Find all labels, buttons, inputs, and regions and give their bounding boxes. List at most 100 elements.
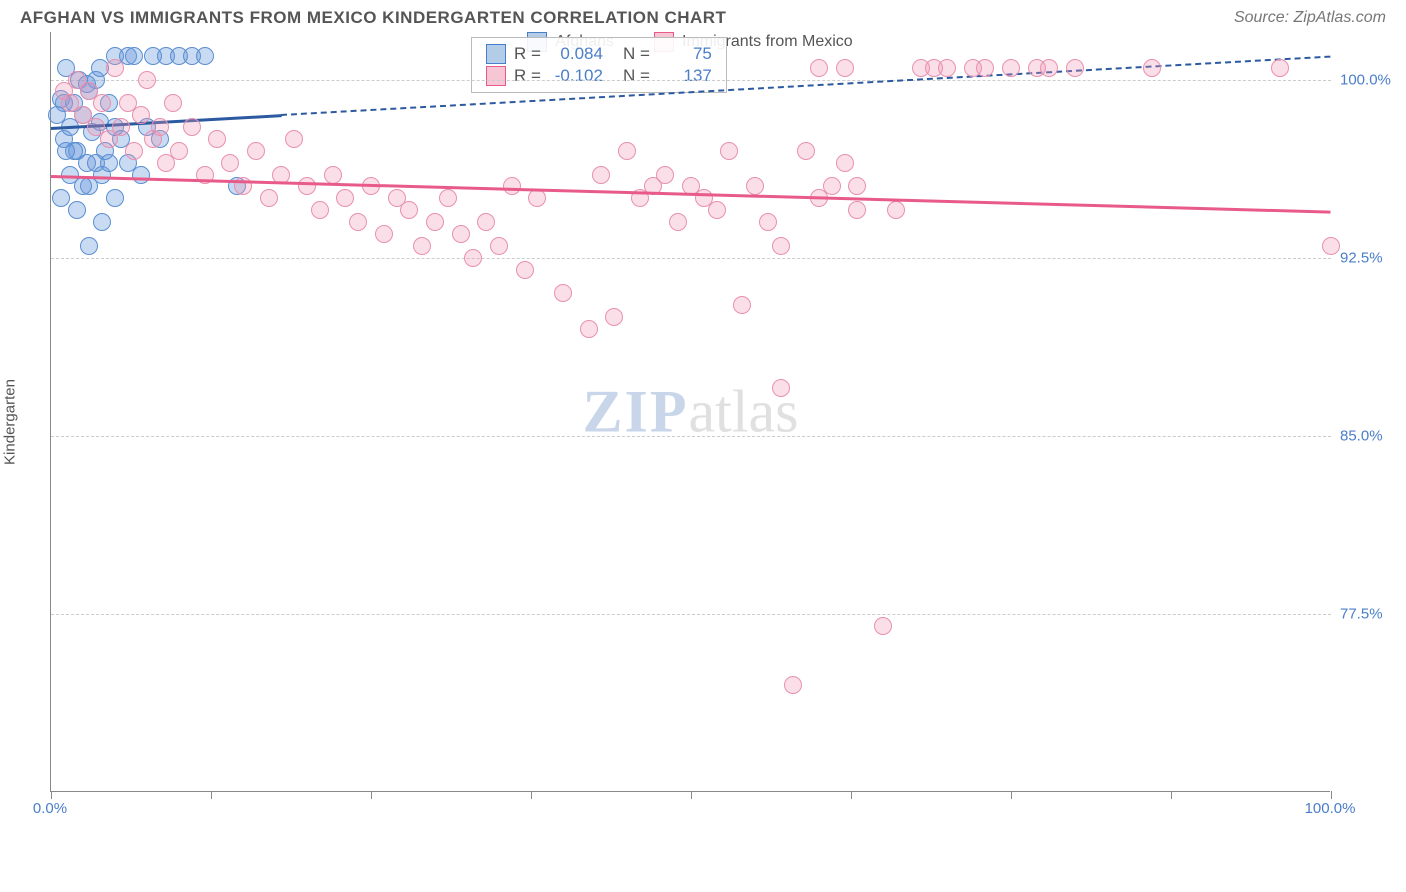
scatter-point	[720, 142, 738, 160]
scatter-point	[375, 225, 393, 243]
scatter-point	[503, 177, 521, 195]
scatter-point	[80, 237, 98, 255]
scatter-point	[554, 284, 572, 302]
scatter-point	[1040, 59, 1058, 77]
scatter-point	[810, 59, 828, 77]
stat-swatch	[486, 66, 506, 86]
scatter-point	[400, 201, 418, 219]
scatter-point	[170, 142, 188, 160]
y-tick-label: 85.0%	[1340, 427, 1383, 444]
scatter-point	[784, 676, 802, 694]
scatter-point	[836, 59, 854, 77]
scatter-point	[1271, 59, 1289, 77]
scatter-point	[528, 189, 546, 207]
scatter-point	[426, 213, 444, 231]
scatter-point	[106, 189, 124, 207]
x-tick	[1011, 791, 1012, 799]
scatter-point	[1002, 59, 1020, 77]
trend-line	[281, 56, 1331, 116]
scatter-point	[874, 617, 892, 635]
scatter-point	[260, 189, 278, 207]
stat-n-label: N =	[623, 44, 650, 64]
scatter-point	[464, 249, 482, 267]
scatter-point	[52, 189, 70, 207]
gridline	[51, 258, 1331, 259]
scatter-point	[938, 59, 956, 77]
scatter-point	[221, 154, 239, 172]
x-tick	[851, 791, 852, 799]
scatter-point	[848, 201, 866, 219]
scatter-point	[439, 189, 457, 207]
scatter-point	[1143, 59, 1161, 77]
scatter-point	[1322, 237, 1340, 255]
scatter-point	[605, 308, 623, 326]
scatter-point	[164, 94, 182, 112]
scatter-point	[477, 213, 495, 231]
scatter-point	[772, 379, 790, 397]
scatter-point	[452, 225, 470, 243]
x-tick-label: 0.0%	[33, 800, 67, 817]
scatter-point	[1066, 59, 1084, 77]
scatter-point	[336, 189, 354, 207]
scatter-point	[733, 296, 751, 314]
scatter-point	[125, 142, 143, 160]
gridline	[51, 614, 1331, 615]
chart-title: AFGHAN VS IMMIGRANTS FROM MEXICO KINDERG…	[20, 8, 726, 28]
stat-row: R =-0.102N =137	[486, 66, 712, 86]
scatter-point	[208, 130, 226, 148]
scatter-point	[106, 59, 124, 77]
scatter-point	[708, 201, 726, 219]
scatter-point	[618, 142, 636, 160]
scatter-point	[68, 201, 86, 219]
gridline	[51, 80, 1331, 81]
scatter-point	[797, 142, 815, 160]
y-tick-label: 100.0%	[1340, 71, 1391, 88]
x-tick	[371, 791, 372, 799]
scatter-point	[490, 237, 508, 255]
scatter-point	[349, 213, 367, 231]
scatter-point	[132, 166, 150, 184]
scatter-point	[759, 213, 777, 231]
stat-swatch	[486, 44, 506, 64]
scatter-point	[656, 166, 674, 184]
x-tick	[211, 791, 212, 799]
x-tick	[51, 791, 52, 799]
stat-r-label: R =	[514, 44, 541, 64]
stat-n-value: 75	[658, 44, 712, 64]
scatter-point	[746, 177, 764, 195]
scatter-point	[976, 59, 994, 77]
x-tick	[691, 791, 692, 799]
scatter-point	[887, 201, 905, 219]
scatter-point	[132, 106, 150, 124]
y-tick-label: 77.5%	[1340, 605, 1383, 622]
scatter-point	[247, 142, 265, 160]
scatter-point	[848, 177, 866, 195]
stat-n-label: N =	[623, 66, 650, 86]
scatter-point	[138, 71, 156, 89]
x-tick	[1171, 791, 1172, 799]
scatter-point	[196, 47, 214, 65]
stat-r-label: R =	[514, 66, 541, 86]
scatter-point	[669, 213, 687, 231]
y-tick-label: 92.5%	[1340, 249, 1383, 266]
stat-row: R = 0.084 N = 75	[486, 44, 712, 64]
stat-n-value: 137	[658, 66, 712, 86]
scatter-point	[516, 261, 534, 279]
scatter-point	[836, 154, 854, 172]
scatter-point	[285, 130, 303, 148]
y-axis-label: Kindergarten	[2, 379, 19, 465]
scatter-point	[57, 142, 75, 160]
x-tick	[1331, 791, 1332, 799]
scatter-point	[311, 201, 329, 219]
scatter-point	[125, 47, 143, 65]
scatter-point	[298, 177, 316, 195]
scatter-point	[823, 177, 841, 195]
gridline	[51, 436, 1331, 437]
x-tick-label: 100.0%	[1305, 800, 1356, 817]
plot-area: ZIPatlas R =0.084N =75R =-0.102N =137	[50, 32, 1330, 792]
stat-r-value: 0.084	[549, 44, 603, 64]
source-label: Source: ZipAtlas.com	[1234, 9, 1386, 27]
scatter-point	[772, 237, 790, 255]
scatter-point	[93, 213, 111, 231]
x-tick	[531, 791, 532, 799]
